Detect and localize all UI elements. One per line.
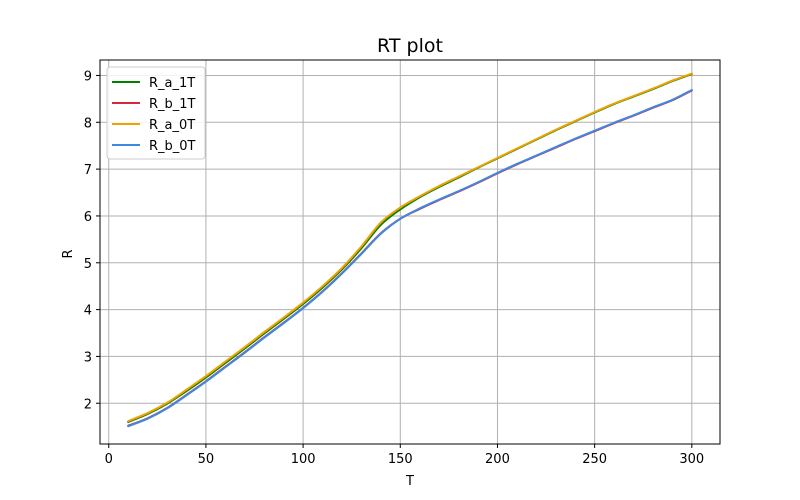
- x-tick-label: 150: [388, 452, 413, 467]
- x-tick-label: 200: [485, 452, 510, 467]
- legend-box: [106, 66, 206, 160]
- axis-ticks: 0 50 100 150 200 250 300 2 3 4 5 6 7 8 9: [84, 69, 705, 467]
- y-tick-label: 3: [84, 350, 92, 365]
- series-line-r-a-0t: [127, 72, 693, 423]
- plot-series: [127, 72, 693, 428]
- chart-title: RT plot: [377, 35, 443, 57]
- legend-label-r-b-1t: R_b_1T: [149, 97, 196, 112]
- series-line-r-b-0t: [127, 88, 693, 428]
- y-tick-label: 7: [84, 163, 92, 178]
- x-axis-label: T: [405, 474, 414, 489]
- y-tick-label: 4: [84, 304, 92, 319]
- y-tick-label: 5: [84, 257, 92, 272]
- x-tick-label: 0: [105, 452, 113, 467]
- x-tick-label: 250: [582, 452, 607, 467]
- x-tick-label: 50: [198, 452, 215, 467]
- legend-label-r-a-1t: R_a_1T: [149, 76, 195, 91]
- grid-lines: [100, 60, 720, 444]
- legend-label-r-a-0t: R_a_0T: [149, 118, 195, 133]
- y-axis-label: R: [61, 249, 76, 258]
- y-tick-label: 6: [84, 210, 92, 225]
- y-tick-label: 8: [84, 116, 92, 131]
- y-tick-label: 9: [84, 69, 92, 84]
- legend-label-r-b-0t: R_b_0T: [149, 139, 196, 154]
- axes-frame: [99, 59, 721, 445]
- y-tick-label: 2: [84, 397, 92, 412]
- legend: R_a_1T R_b_1T R_a_0T R_b_0T: [106, 66, 206, 160]
- x-tick-label: 100: [291, 452, 316, 467]
- x-tick-label: 300: [679, 452, 704, 467]
